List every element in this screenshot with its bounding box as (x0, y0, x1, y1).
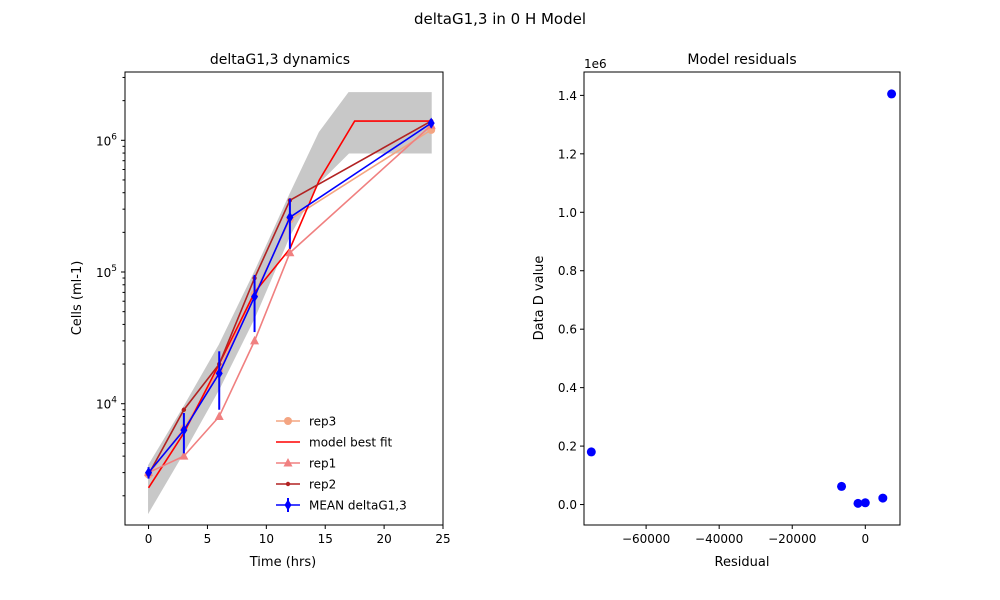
y-tick-label: 0.8 (558, 264, 577, 278)
y-tick-label: 0.6 (558, 323, 577, 337)
x-tick-label: 10 (259, 532, 274, 546)
y-tick-label: 106 (96, 132, 117, 148)
x-tick-label: 0 (145, 532, 153, 546)
x-tick-label: 15 (318, 532, 333, 546)
residual-point (860, 498, 870, 508)
legend-item: rep3 (276, 415, 336, 429)
legend-label: rep1 (309, 457, 336, 471)
legend-label: model best fit (309, 436, 393, 450)
growth-chart-title: deltaG1,3 dynamics (210, 52, 350, 68)
series-point-2 (179, 451, 189, 460)
x-tick-label: 5 (204, 532, 212, 546)
series-point-2 (285, 247, 295, 257)
y-tick-label: 0.2 (558, 440, 577, 454)
residuals-chart-title: Model residuals (687, 52, 796, 68)
series-point-4 (286, 211, 294, 223)
legend-item: MEAN deltaG1,3 (276, 498, 407, 513)
residuals-chart: Model residuals 1e6 −60000 −40000 −20000 0 0… (532, 52, 901, 570)
residuals-x-axis-label: Residual (715, 555, 770, 570)
series-line-2 (148, 124, 432, 474)
x-tick-label: 20 (376, 532, 391, 546)
y-tick-label: 104 (96, 396, 117, 412)
x-tick-label: 0 (861, 532, 869, 546)
residuals-axes-frame (583, 71, 901, 526)
series-line-3 (147, 120, 432, 475)
series-point-4 (145, 467, 153, 479)
series-point-4 (180, 424, 188, 436)
x-tick-label: 25 (435, 532, 450, 546)
legend: rep3 model best fit rep1 rep2 MEAN deltaG1,… (276, 415, 407, 513)
legend-item: model best fit (276, 436, 393, 450)
series-point-2 (250, 335, 260, 345)
legend-item: rep1 (276, 457, 336, 471)
y-tick-label: 0.4 (558, 381, 577, 395)
growth-axes-frame (124, 71, 444, 526)
legend-marker (285, 481, 291, 487)
legend-label: rep2 (309, 478, 336, 492)
legend-item: rep2 (276, 478, 336, 492)
series-point-3 (181, 407, 187, 412)
y-tick-label: 1.0 (558, 206, 577, 220)
simulation-envelope (148, 92, 432, 515)
y-tick-label: 105 (96, 264, 117, 280)
series-point-2 (214, 411, 224, 420)
growth-chart: deltaG1,3 dynamics 0 5 10 15 20 25 104 105 106 T… (70, 52, 451, 570)
legend-label: rep3 (309, 415, 336, 429)
residuals-plot-area: −60000 −40000 −20000 0 0.0 0.2 0.4 0.6 0.8 1.0 1.2… (558, 71, 901, 546)
series-point-4 (251, 291, 259, 303)
series-line-4 (147, 122, 432, 474)
legend-marker (284, 417, 292, 425)
legend-marker (284, 499, 292, 511)
legend-marker (283, 458, 293, 467)
series-point-4 (215, 367, 223, 379)
figure-title: deltaG1,3 in 0 H Model (414, 10, 586, 28)
y-tick-label: 1.2 (558, 147, 577, 161)
residual-point (853, 498, 863, 508)
y-tick-label: 0.0 (558, 498, 577, 512)
residuals-y-axis-label: Data D value (532, 256, 547, 341)
residual-point (837, 481, 847, 491)
residual-point (586, 447, 596, 457)
growth-y-axis-label: Cells (ml-1) (70, 261, 85, 336)
residual-point (887, 89, 897, 99)
growth-x-axis-label: Time (hrs) (249, 555, 316, 570)
series-point-4 (427, 117, 435, 129)
y-tick-label: 1.4 (558, 89, 577, 103)
x-tick-label: −60000 (622, 532, 670, 546)
y-offset-label: 1e6 (584, 57, 607, 71)
legend-label: MEAN deltaG1,3 (309, 499, 407, 513)
residual-point (878, 493, 888, 503)
x-tick-label: −20000 (768, 532, 816, 546)
x-tick-label: −40000 (695, 532, 743, 546)
growth-plot-area: 0 5 10 15 20 25 104 105 106 (96, 71, 451, 546)
